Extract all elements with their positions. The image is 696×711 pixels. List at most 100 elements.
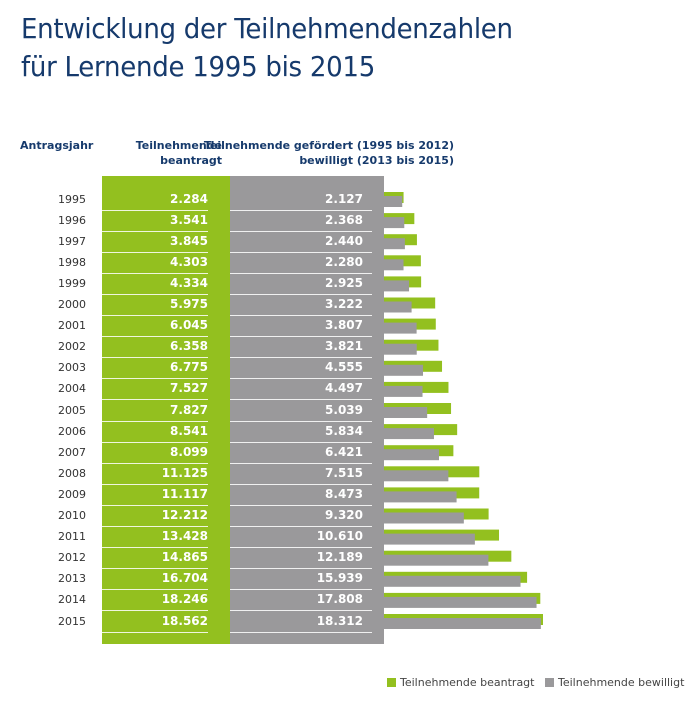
approved-value: 3.222: [325, 297, 363, 311]
row-divider: [230, 462, 372, 464]
row-divider: [230, 336, 372, 338]
header-approved-line-2: bewilligt (2013 bis 2015): [299, 154, 454, 167]
approved-value: 18.312: [316, 613, 363, 628]
bar-approved: [384, 217, 405, 229]
row-divider: [230, 610, 372, 612]
bar-approved: [384, 554, 489, 566]
header-approved: Teilnehmende gefördert (1995 bis 2012) b…: [200, 138, 454, 168]
legend-label-requested: Teilnehmende beantragt: [400, 676, 535, 689]
row-divider: [230, 251, 372, 253]
approved-value: 3.807: [325, 318, 363, 333]
row-divider: [230, 483, 372, 485]
year-label: 2009: [58, 487, 86, 501]
row-divider: [102, 230, 208, 232]
bar-approved: [384, 596, 537, 608]
header-year: Antragsjahr: [20, 139, 94, 152]
bar-approved: [384, 238, 405, 250]
legend-swatch-approved: [545, 678, 554, 687]
row-divider: [102, 589, 208, 591]
year-label: 2014: [58, 593, 86, 607]
requested-value: 3.845: [170, 233, 208, 248]
chart-title-line-1: Entwicklung der Teilnehmendenzahlen: [21, 12, 513, 45]
row-divider: [230, 399, 372, 401]
year-label: 2015: [58, 614, 86, 628]
year-label: 2005: [58, 403, 86, 417]
row-divider: [102, 272, 208, 274]
row-divider: [230, 357, 372, 359]
requested-value: 5.975: [170, 297, 208, 311]
legend-swatch-requested: [387, 678, 396, 687]
approved-value: 5.834: [325, 423, 363, 438]
row-divider: [102, 336, 208, 338]
approved-value: 9.320: [325, 508, 363, 522]
bar-approved: [384, 512, 464, 524]
bar-approved: [384, 385, 423, 397]
row-divider: [230, 568, 372, 570]
row-divider: [102, 420, 208, 422]
year-label: 2011: [58, 530, 86, 544]
row-divider: [102, 399, 208, 401]
year-label: 2000: [58, 298, 86, 311]
year-label: 2013: [58, 572, 86, 586]
approved-value: 17.808: [316, 592, 363, 607]
year-label: 1997: [58, 234, 86, 248]
requested-value: 3.541: [170, 212, 208, 227]
approved-value: 2.280: [325, 254, 363, 269]
approved-value: 8.473: [325, 486, 363, 501]
requested-value: 18.246: [161, 592, 208, 607]
row-divider: [230, 631, 372, 633]
row-divider: [230, 526, 372, 527]
row-divider: [102, 462, 208, 464]
row-divider: [102, 251, 208, 253]
row-divider: [230, 315, 372, 316]
bar-approved: [384, 364, 424, 376]
year-label: 2002: [58, 340, 86, 354]
bar-approved: [384, 407, 428, 418]
row-divider: [102, 568, 208, 570]
row-divider: [230, 441, 372, 443]
bar-approved: [384, 301, 412, 313]
header-requested: Teilnehmende beantragt: [100, 138, 222, 168]
approved-value: 15.939: [316, 571, 363, 586]
requested-value: 11.117: [161, 486, 208, 501]
header-approved-line-1: Teilnehmende gefördert (1995 bis 2012): [203, 139, 454, 152]
legend-item-approved: Teilnehmende bewilligt: [545, 676, 684, 689]
year-label: 1996: [58, 213, 86, 227]
row-divider: [230, 293, 372, 295]
approved-value: 6.421: [325, 444, 363, 459]
bar-approved: [384, 259, 404, 271]
legend-label-approved: Teilnehmende bewilligt: [558, 676, 685, 689]
row-divider: [102, 315, 208, 316]
row-divider: [230, 547, 372, 549]
row-divider: [102, 526, 208, 527]
approved-value: 4.497: [325, 381, 363, 396]
requested-value: 8.541: [170, 423, 208, 438]
bar-approved: [384, 575, 521, 587]
requested-value: 14.865: [161, 550, 208, 565]
requested-value: 6.358: [170, 339, 208, 354]
year-label: 1998: [58, 255, 86, 269]
bar-approved: [384, 533, 475, 545]
row-divider: [230, 504, 372, 506]
row-divider: [102, 504, 208, 506]
approved-value: 4.555: [325, 360, 363, 375]
requested-value: 4.303: [170, 254, 208, 269]
requested-value: 12.212: [161, 508, 208, 522]
chart-title-line-2: für Lernende 1995 bis 2015: [21, 50, 376, 83]
bar-approved: [384, 280, 410, 292]
year-label: 2006: [58, 424, 86, 438]
year-label: 2004: [58, 382, 86, 396]
bar-approved: [384, 343, 417, 355]
year-label: 2008: [58, 466, 86, 480]
row-divider: [102, 378, 208, 380]
row-divider: [102, 610, 208, 612]
row-divider: [230, 589, 372, 591]
row-divider: [230, 378, 372, 380]
approved-value: 2.925: [325, 275, 363, 290]
year-label: 2010: [58, 509, 86, 522]
requested-value: 7.527: [170, 381, 208, 396]
requested-value: 18.562: [161, 613, 208, 628]
legend-item-requested: Teilnehmende beantragt: [387, 676, 534, 689]
approved-value: 2.440: [325, 233, 363, 248]
